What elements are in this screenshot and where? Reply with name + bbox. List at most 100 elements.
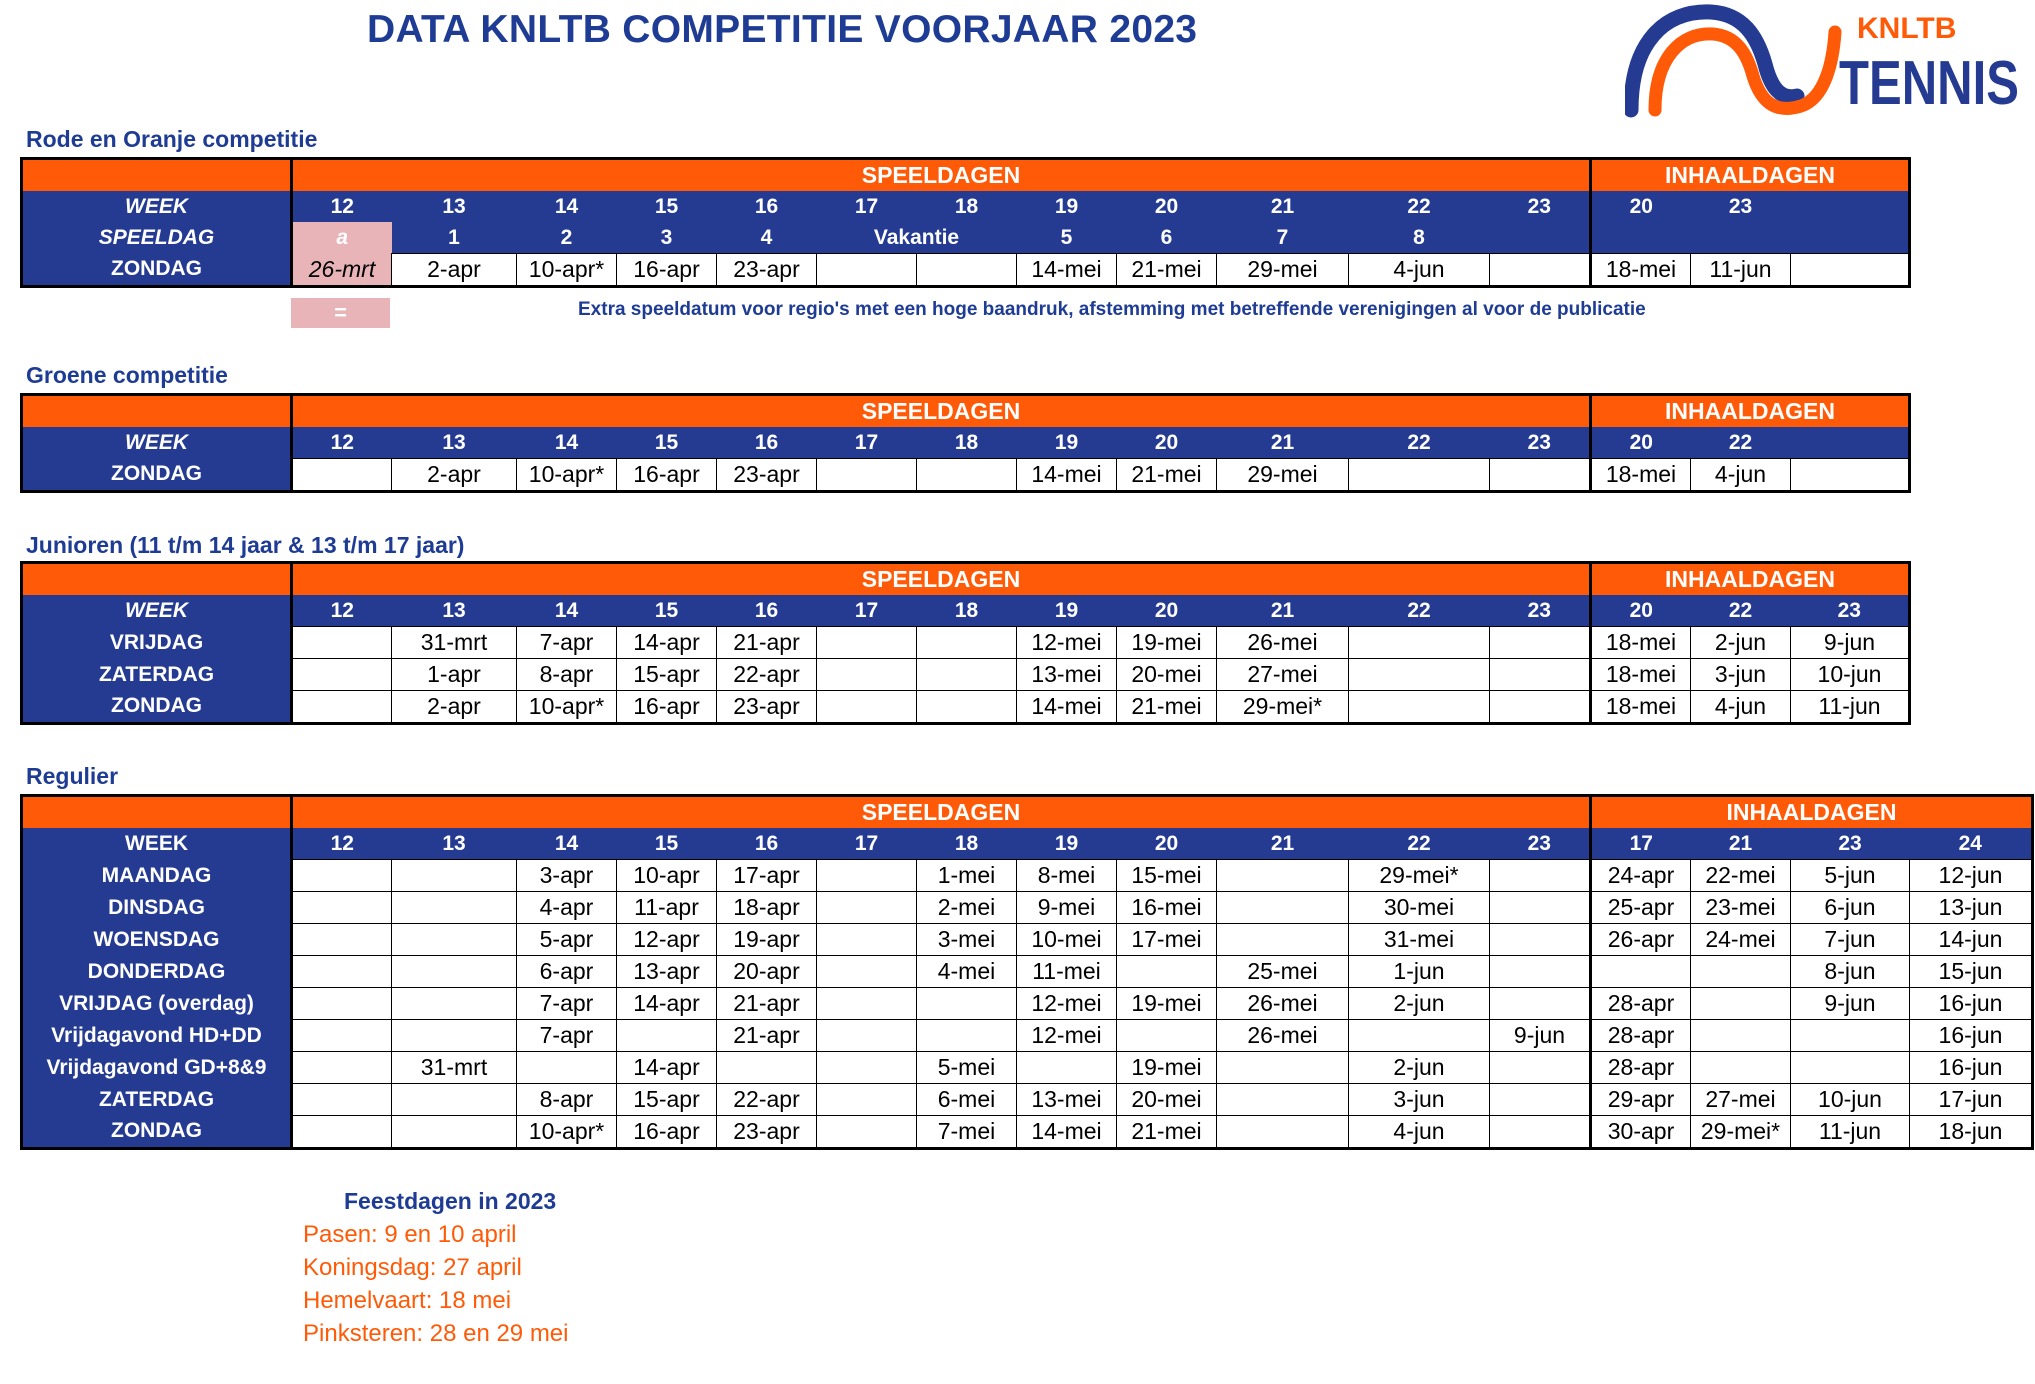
date-cell xyxy=(290,690,392,725)
date-cell: 29-mei xyxy=(1216,253,1349,288)
inhaal-date-cell: 16-jun xyxy=(1909,1019,2034,1052)
date-cell: 17-mei xyxy=(1116,923,1217,956)
legend-swatch: = xyxy=(291,298,390,328)
inhaal-date-cell: 7-jun xyxy=(1790,923,1910,956)
inhaal-date-cell: 14-jun xyxy=(1909,923,2034,956)
date-cell: 22-apr xyxy=(716,658,817,691)
week-number: 15 xyxy=(616,828,717,860)
week-number: 15 xyxy=(616,595,717,627)
date-cell xyxy=(290,891,392,924)
week-number: 22 xyxy=(1348,427,1490,459)
inhaaldagen-header: INHAALDAGEN xyxy=(1589,157,1911,191)
week-number: 17 xyxy=(816,427,917,459)
inhaal-date-cell: 30-apr xyxy=(1589,1115,1691,1150)
date-cell: 27-mei xyxy=(1216,658,1349,691)
date-cell xyxy=(1489,253,1591,288)
week-number: 23 xyxy=(1489,595,1591,627)
inhaal-date-cell: 3-jun xyxy=(1690,658,1791,691)
inhaal-date-cell: 26-apr xyxy=(1589,923,1691,956)
section-label-groene: Groene competitie xyxy=(26,362,228,388)
speeldagen-header: SPEELDAGEN xyxy=(290,794,1591,828)
inhaal-date-cell xyxy=(1690,955,1791,988)
inhaal-date-cell: 28-apr xyxy=(1589,1019,1691,1052)
week-number: 20 xyxy=(1116,595,1217,627)
speeldag-number: 4 xyxy=(716,222,817,254)
table-row: Vrijdagavond GD+8&9 31-mrt 14-apr 5-mei 19-m… xyxy=(20,1051,2034,1084)
date-cell xyxy=(290,955,392,988)
date-cell xyxy=(290,987,392,1020)
inhaal-date-cell: 29-apr xyxy=(1589,1083,1691,1116)
week-number: 16 xyxy=(716,427,817,459)
date-cell: 30-mei xyxy=(1348,891,1490,924)
inhaal-date-cell: 23-mei xyxy=(1690,891,1791,924)
week-number: 20 xyxy=(1116,828,1217,860)
date-cell: 26-mei xyxy=(1216,626,1349,659)
speeldag-number: 3 xyxy=(616,222,717,254)
date-cell xyxy=(1489,891,1591,924)
date-cell xyxy=(1489,1115,1591,1150)
date-cell: 12-mei xyxy=(1016,626,1117,659)
date-cell: 16-apr xyxy=(616,1115,717,1150)
day-label: MAANDAG xyxy=(20,859,292,892)
date-cell: 20-mei xyxy=(1116,1083,1217,1116)
table-row: VRIJDAG (overdag) 7-apr 14-apr 21-apr 12-mei… xyxy=(20,987,2034,1020)
date-cell: 18-apr xyxy=(716,891,817,924)
inhaal-week-number xyxy=(1790,427,1911,459)
date-cell xyxy=(816,987,917,1020)
date-cell xyxy=(816,859,917,892)
holiday-item: Koningsdag: 27 april xyxy=(303,1254,522,1281)
inhaal-date-cell: 2-jun xyxy=(1690,626,1791,659)
week-number: 23 xyxy=(1489,828,1591,860)
date-cell: 13-apr xyxy=(616,955,717,988)
date-cell xyxy=(290,859,392,892)
week-number: 18 xyxy=(916,427,1017,459)
date-cell: 26-mrt xyxy=(290,253,392,288)
table-junioren: SPEELDAGEN INHAALDAGEN WEEK 12 13 14 15 … xyxy=(20,561,1911,725)
date-cell xyxy=(1489,923,1591,956)
date-cell: 23-apr xyxy=(716,690,817,725)
day-label: ZATERDAG xyxy=(20,1083,292,1116)
date-cell: 25-mei xyxy=(1216,955,1349,988)
date-cell xyxy=(290,1083,392,1116)
table-row: Vrijdagavond HD+DD 7-apr 21-apr 12-mei 26-me… xyxy=(20,1019,2034,1052)
date-cell: 19-mei xyxy=(1116,987,1217,1020)
day-label: DONDERDAG xyxy=(20,955,292,988)
inhaal-date-cell xyxy=(1690,1051,1791,1084)
section-label-regulier: Regulier xyxy=(26,763,119,789)
date-cell: 21-apr xyxy=(716,987,817,1020)
date-cell: 6-apr xyxy=(516,955,617,988)
week-number: 14 xyxy=(516,595,617,627)
week-number: 23 xyxy=(1489,191,1591,222)
date-cell xyxy=(1348,458,1490,493)
inhaal-week-number: 22 xyxy=(1690,427,1791,459)
date-cell: 31-mei xyxy=(1348,923,1490,956)
week-number: 12 xyxy=(290,427,392,459)
date-cell: 12-apr xyxy=(616,923,717,956)
date-cell: 19-mei xyxy=(1116,626,1217,659)
day-label: VRIJDAG xyxy=(20,626,292,659)
date-cell: 8-mei xyxy=(1016,859,1117,892)
date-cell: 21-mei xyxy=(1116,690,1217,725)
date-cell: 16-apr xyxy=(616,253,717,288)
knltb-tennis-logo: KNLTB TENNIS xyxy=(1625,4,2019,118)
date-cell xyxy=(1116,1019,1217,1052)
date-cell: 1-jun xyxy=(1348,955,1490,988)
week-number: 15 xyxy=(616,191,717,222)
date-cell xyxy=(916,1019,1017,1052)
inhaal-date-cell xyxy=(1589,955,1691,988)
date-cell xyxy=(816,923,917,956)
date-cell: 26-mei xyxy=(1216,1019,1349,1052)
week-number: 21 xyxy=(1216,595,1349,627)
date-cell: 15-mei xyxy=(1116,859,1217,892)
table-row: WOENSDAG 5-apr 12-apr 19-apr 3-mei 10-mei 17-m… xyxy=(20,923,2034,956)
week-number: 13 xyxy=(391,427,517,459)
week-number: 13 xyxy=(391,828,517,860)
speeldag-number: 8 xyxy=(1348,222,1490,254)
date-cell: 23-apr xyxy=(716,458,817,493)
date-cell xyxy=(1489,458,1591,493)
date-cell: 21-mei xyxy=(1116,458,1217,493)
date-cell xyxy=(391,923,517,956)
date-cell: 3-mei xyxy=(916,923,1017,956)
date-cell: 6-mei xyxy=(916,1083,1017,1116)
inhaal-date-cell: 6-jun xyxy=(1790,891,1910,924)
